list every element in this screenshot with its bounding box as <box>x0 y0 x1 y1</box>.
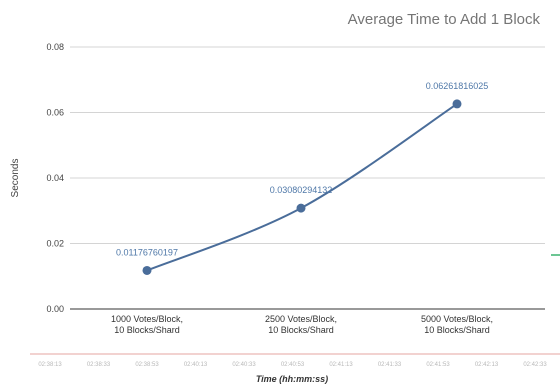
strip-tick-label: 02:38:33 <box>87 362 111 368</box>
strip-axis-title: Time (hh:mm:ss) <box>256 374 328 384</box>
data-label: 0.03080294132 <box>270 185 333 195</box>
chart-title: Average Time to Add 1 Block <box>348 11 541 28</box>
x-tick-label: 5000 Votes/Block, 10 Blocks/Shard <box>421 314 493 335</box>
background-strip: 02:38:13 02:38:33 02:38:53 02:40:13 02:40:33… <box>30 254 560 384</box>
strip-tick-label: 02:41:33 <box>378 362 402 368</box>
y-axis-title: Seconds <box>10 159 21 198</box>
strip-tick-label: 02:40:53 <box>281 362 305 368</box>
strip-tick-label: 02:38:13 <box>38 362 62 368</box>
x-tick-label: 2500 Votes/Block, 10 Blocks/Shard <box>265 314 337 335</box>
data-label: 0.06261816025 <box>426 81 489 91</box>
strip-ticks: 02:38:13 02:38:33 02:38:53 02:40:13 02:40:33… <box>38 362 547 368</box>
strip-tick-label: 02:38:53 <box>135 362 159 368</box>
series-layer <box>142 99 462 275</box>
strip-tick-label: 02:40:13 <box>184 362 208 368</box>
data-point <box>452 99 462 109</box>
y-tick-label: 0.02 <box>46 239 64 249</box>
strip-tick-label: 02:40:33 <box>232 362 256 368</box>
y-tick-label: 0.00 <box>46 304 64 314</box>
gridlines <box>70 46 545 310</box>
y-tick-label: 0.08 <box>46 42 64 52</box>
data-point <box>142 265 152 275</box>
strip-tick-label: 02:42:33 <box>523 362 547 368</box>
y-tick-label: 0.06 <box>46 108 64 118</box>
labels: 0.00 0.02 0.04 0.06 0.08 1000 Votes/Block, 10 … <box>46 42 493 335</box>
strip-tick-label: 02:41:13 <box>329 362 353 368</box>
data-label: 0.01176760197 <box>116 247 178 257</box>
x-tick-label: 1000 Votes/Block, 10 Blocks/Shard <box>111 314 183 335</box>
strip-tick-label: 02:41:53 <box>426 362 450 368</box>
strip-tick-label: 02:42:13 <box>475 362 499 368</box>
y-tick-label: 0.04 <box>46 173 64 183</box>
data-point <box>296 203 306 213</box>
